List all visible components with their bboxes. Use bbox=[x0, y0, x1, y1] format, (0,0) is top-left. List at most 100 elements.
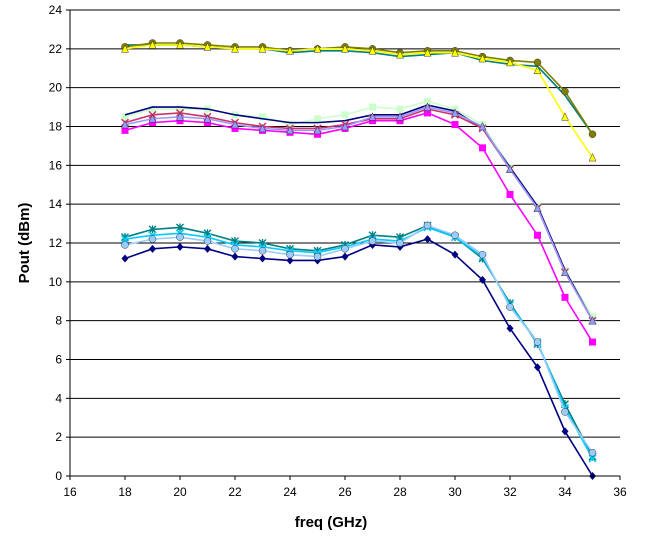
data-point bbox=[148, 225, 157, 234]
series-line bbox=[124, 104, 594, 322]
series-line bbox=[124, 108, 594, 322]
series-11 bbox=[121, 39, 597, 139]
data-point bbox=[149, 105, 156, 113]
data-point bbox=[121, 119, 129, 129]
data-point bbox=[176, 242, 184, 251]
x-tick-label: 18 bbox=[118, 485, 132, 499]
data-point bbox=[561, 87, 569, 96]
series-line bbox=[124, 224, 594, 454]
data-point bbox=[259, 254, 266, 263]
y-tick-label: 2 bbox=[55, 430, 62, 444]
data-point bbox=[478, 250, 487, 259]
data-point bbox=[424, 109, 431, 117]
y-tick-label: 22 bbox=[49, 42, 63, 56]
series-2 bbox=[121, 221, 597, 461]
series-layer bbox=[120, 39, 597, 480]
x-tick-label: 28 bbox=[393, 485, 407, 499]
data-point bbox=[396, 105, 404, 113]
data-point bbox=[341, 121, 349, 131]
data-point bbox=[121, 254, 129, 263]
data-point bbox=[258, 247, 267, 255]
data-point bbox=[588, 130, 597, 139]
data-point bbox=[451, 231, 459, 239]
data-point bbox=[451, 121, 459, 129]
data-point bbox=[368, 112, 377, 121]
data-point bbox=[506, 324, 514, 333]
data-point bbox=[313, 252, 322, 261]
series-5 bbox=[121, 97, 596, 321]
data-point bbox=[149, 244, 156, 253]
data-point bbox=[121, 126, 129, 134]
data-point bbox=[423, 102, 432, 111]
data-point bbox=[286, 250, 294, 259]
x-tick-label: 32 bbox=[503, 485, 517, 499]
data-point bbox=[231, 119, 239, 129]
data-point bbox=[313, 44, 322, 53]
y-tick-label: 16 bbox=[49, 158, 63, 172]
data-point bbox=[231, 245, 239, 253]
series-9 bbox=[121, 102, 597, 325]
data-point bbox=[148, 40, 157, 49]
x-tick-label: 34 bbox=[558, 485, 572, 499]
data-point bbox=[451, 48, 459, 57]
data-point bbox=[176, 112, 184, 121]
data-point bbox=[203, 237, 212, 245]
data-point bbox=[478, 53, 487, 63]
data-point bbox=[204, 119, 211, 127]
data-point bbox=[120, 235, 130, 244]
series-3 bbox=[120, 223, 597, 463]
data-point bbox=[286, 125, 294, 135]
series-line bbox=[124, 226, 594, 459]
x-tick-label: 22 bbox=[228, 485, 242, 499]
data-point bbox=[258, 44, 267, 53]
series-line bbox=[124, 100, 594, 318]
data-point bbox=[176, 233, 184, 241]
x-tick-label: 16 bbox=[63, 485, 77, 499]
y-tick-label: 0 bbox=[55, 469, 62, 483]
data-point bbox=[369, 103, 376, 111]
data-point bbox=[286, 256, 294, 265]
data-point bbox=[588, 448, 597, 457]
data-point bbox=[231, 44, 239, 53]
data-point bbox=[176, 40, 184, 49]
series-line bbox=[124, 42, 594, 135]
data-point bbox=[314, 130, 321, 138]
data-point bbox=[203, 114, 212, 123]
x-tick-label: 30 bbox=[448, 485, 462, 499]
data-point bbox=[533, 65, 542, 74]
data-point bbox=[121, 113, 129, 121]
y-tick-label: 4 bbox=[55, 391, 62, 405]
x-tick-label: 20 bbox=[173, 485, 187, 499]
data-point bbox=[506, 164, 514, 173]
data-point bbox=[121, 241, 129, 249]
data-point bbox=[479, 144, 486, 152]
data-point bbox=[561, 408, 569, 416]
series-4 bbox=[121, 221, 597, 457]
data-point bbox=[561, 267, 569, 276]
data-point bbox=[534, 363, 541, 372]
series-line bbox=[124, 106, 594, 322]
series-7 bbox=[120, 104, 597, 325]
data-point bbox=[478, 121, 487, 131]
data-point bbox=[451, 250, 459, 259]
data-point bbox=[341, 111, 349, 119]
y-tick-label: 14 bbox=[49, 197, 63, 211]
data-point bbox=[313, 125, 322, 135]
y-axis-title: Pout (dBm) bbox=[16, 203, 33, 284]
data-point bbox=[479, 275, 486, 284]
data-point bbox=[451, 108, 459, 117]
x-axis-title: freq (GHz) bbox=[295, 514, 368, 531]
data-point bbox=[368, 46, 377, 55]
y-tick-label: 20 bbox=[49, 81, 63, 95]
data-point bbox=[176, 223, 184, 232]
data-point bbox=[203, 42, 212, 51]
data-point bbox=[423, 48, 432, 57]
data-point bbox=[341, 44, 349, 53]
x-tick-label: 24 bbox=[283, 485, 297, 499]
data-point bbox=[176, 105, 184, 113]
data-point bbox=[533, 338, 542, 346]
y-tick-label: 10 bbox=[49, 275, 63, 289]
x-tick-label: 26 bbox=[338, 485, 352, 499]
data-point bbox=[286, 46, 294, 55]
